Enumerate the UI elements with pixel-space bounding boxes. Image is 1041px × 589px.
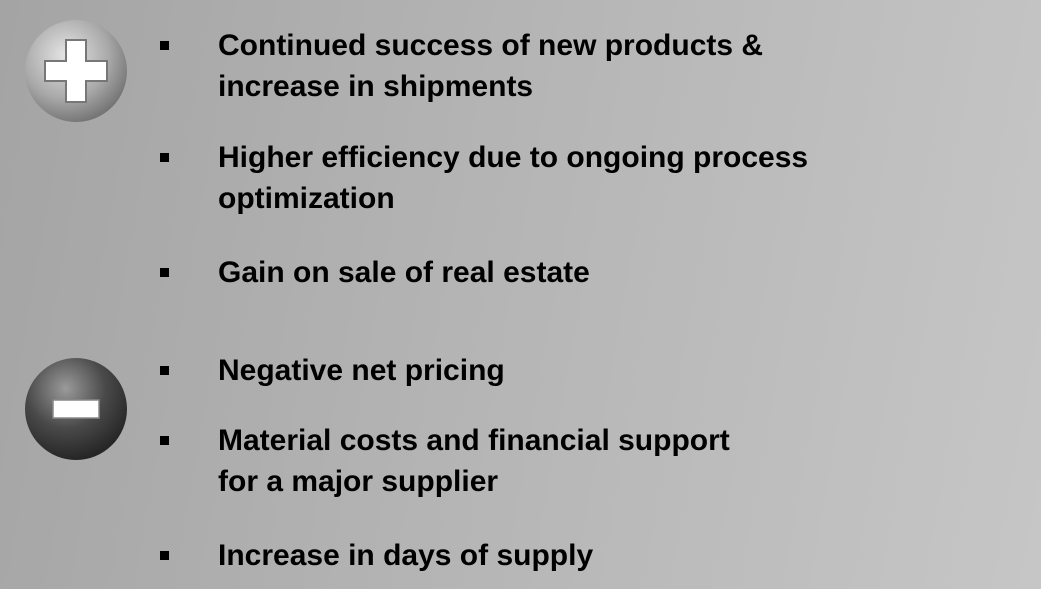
bullet-marker [160,366,169,375]
plus-icon [25,20,127,122]
bullet-marker [160,268,169,277]
bullet-item: Increase in days of supply [160,535,1020,576]
bullet-item: Higher efficiency due to ongoing process… [160,137,1020,219]
bullet-marker [160,41,169,50]
bullet-text: Higher efficiency due to ongoing process [218,141,809,174]
bullet-text: increase in shipments [218,70,534,103]
bullet-text: Negative net pricing [218,354,505,387]
bullet-item: Negative net pricing [160,350,1020,391]
bullet-text: optimization [218,182,395,215]
bullet-marker [160,153,169,162]
minus-icon [25,358,127,460]
bullet-text: Continued success of new products & [218,29,764,62]
bullet-item: Gain on sale of real estate [160,252,1020,293]
bullet-text: Gain on sale of real estate [218,256,590,289]
bullet-marker [160,436,169,445]
bullet-text: Increase in days of supply [218,539,594,572]
bullet-text: for a major supplier [218,465,499,498]
bullet-item: Material costs and financial support for … [160,420,1020,502]
bullet-text: Material costs and financial support [218,424,730,457]
bullet-item: Continued success of new products & incre… [160,25,1020,107]
bullet-marker [160,551,169,560]
